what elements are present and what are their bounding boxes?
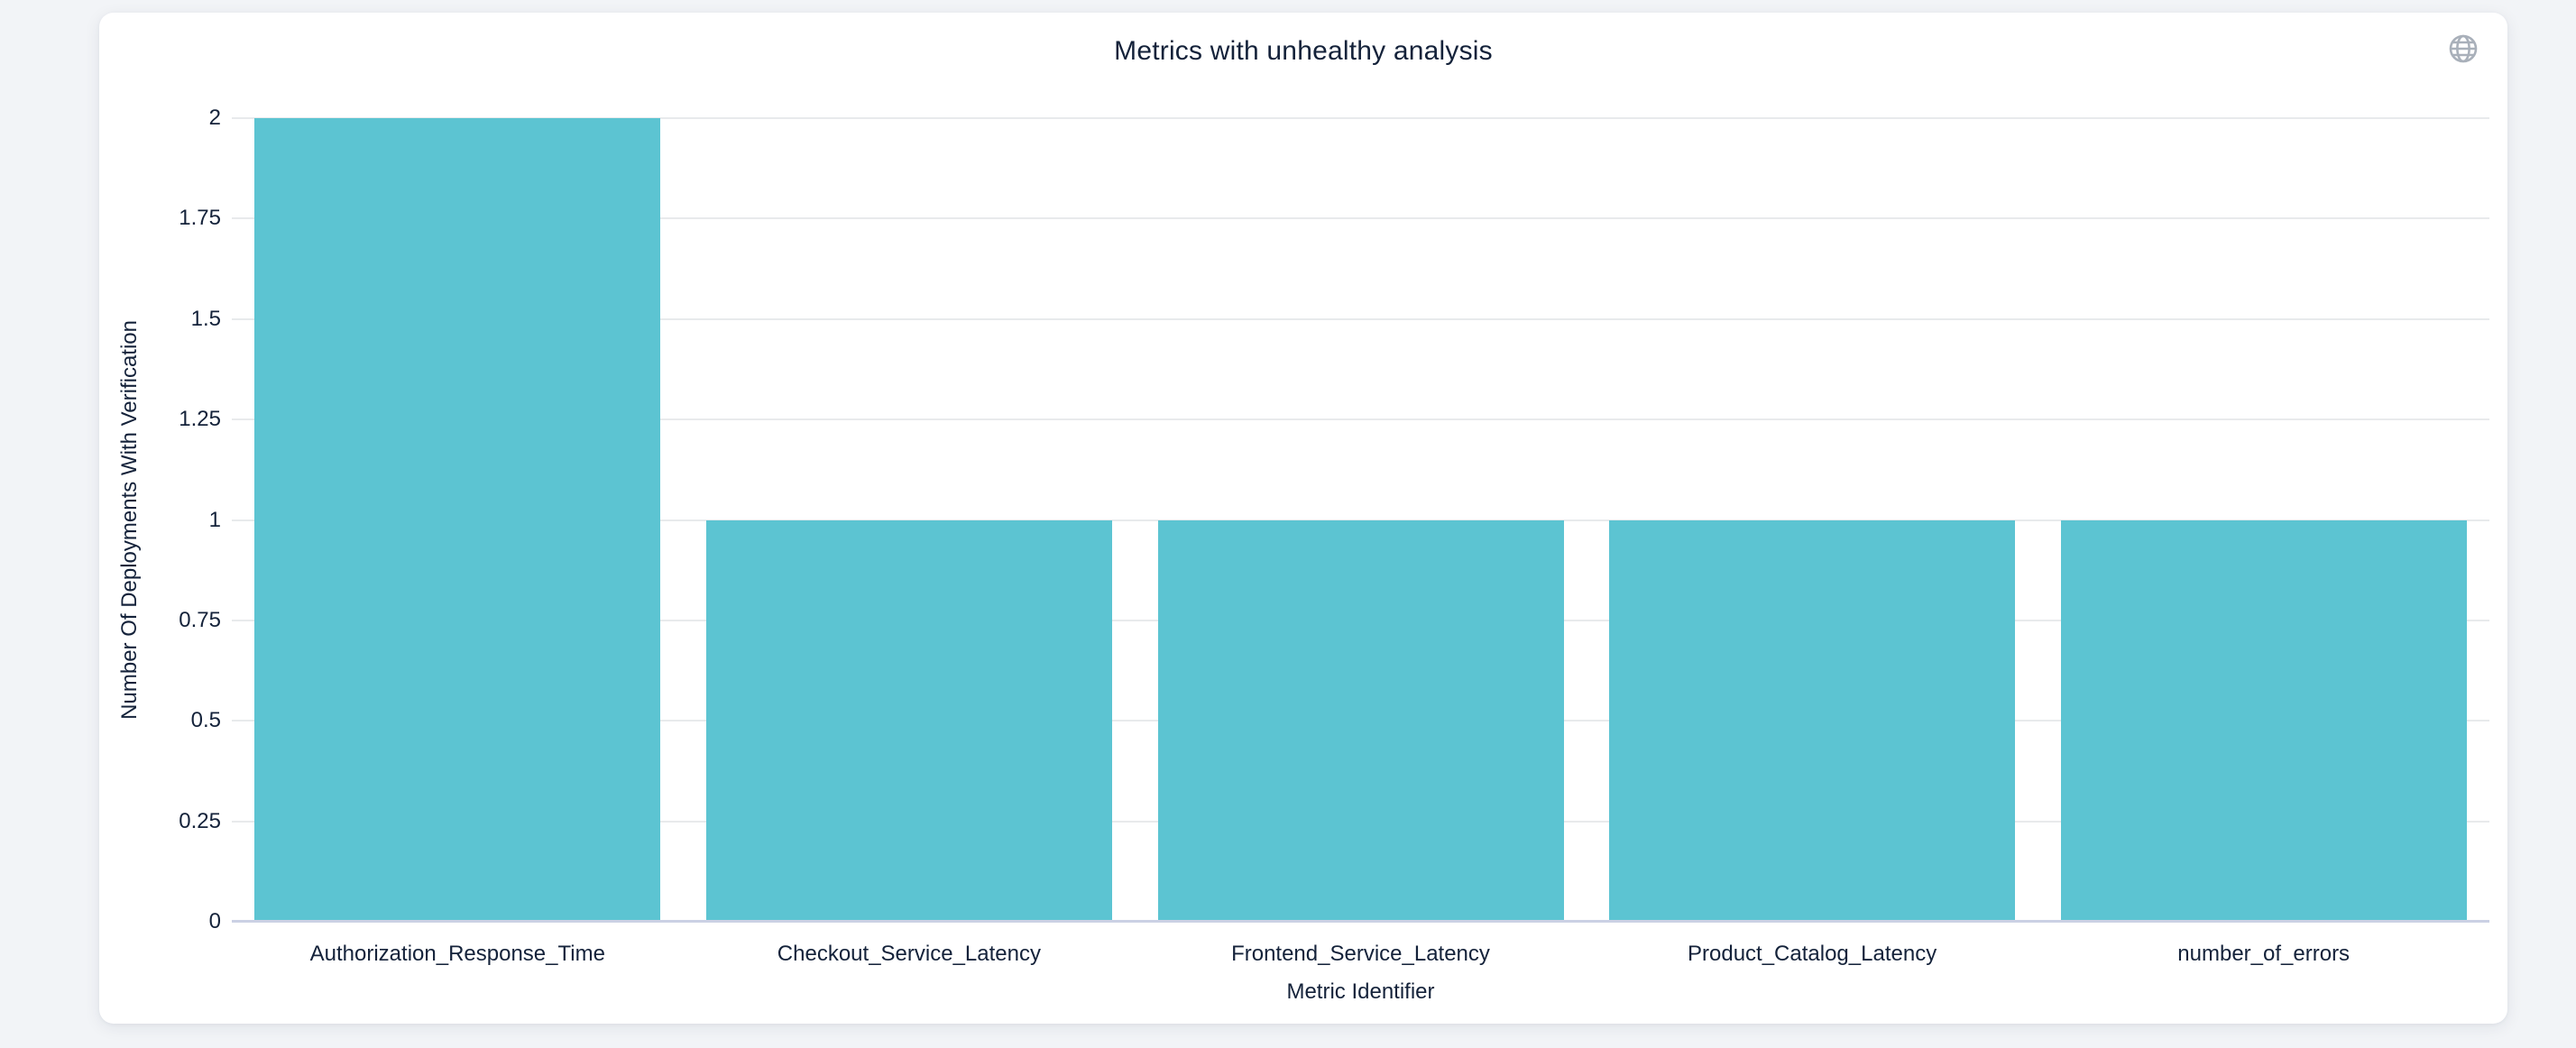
x-axis-line bbox=[232, 920, 2489, 923]
x-tick-label-Product_Catalog_Latency: Product_Catalog_Latency bbox=[1688, 942, 1937, 966]
y-tick-label-1.25: 1.25 bbox=[179, 407, 221, 432]
gridline-2 bbox=[232, 117, 2489, 119]
plot-area bbox=[232, 117, 2489, 923]
chart-title: Metrics with unhealthy analysis bbox=[1114, 36, 1493, 66]
y-tick-label-0.75: 0.75 bbox=[179, 607, 221, 632]
y-tick-label-1.5: 1.5 bbox=[190, 306, 221, 331]
bar-Frontend_Service_Latency[interactable] bbox=[1157, 519, 1564, 922]
x-tick-label-Authorization_Response_Time: Authorization_Response_Time bbox=[309, 942, 605, 966]
y-tick-label-1.75: 1.75 bbox=[179, 206, 221, 231]
globe-icon-svg bbox=[2449, 34, 2478, 63]
y-tick-label-1: 1 bbox=[208, 507, 221, 532]
bar-Checkout_Service_Latency[interactable] bbox=[705, 519, 1112, 922]
bar-Authorization_Response_Time[interactable] bbox=[254, 118, 661, 922]
y-tick-label-0.25: 0.25 bbox=[179, 808, 221, 833]
x-tick-label-Frontend_Service_Latency: Frontend_Service_Latency bbox=[1231, 942, 1490, 966]
x-tick-label-Checkout_Service_Latency: Checkout_Service_Latency bbox=[777, 942, 1041, 966]
x-tick-label-number_of_errors: number_of_errors bbox=[2177, 942, 2351, 966]
x-axis-title: Metric Identifier bbox=[1286, 979, 1435, 1004]
gridline-1.75 bbox=[232, 217, 2489, 220]
y-tick-label-2: 2 bbox=[208, 106, 221, 130]
gridline-1.5 bbox=[232, 317, 2489, 320]
bar-number_of_errors[interactable] bbox=[2060, 519, 2467, 922]
y-tick-label-0.5: 0.5 bbox=[190, 708, 221, 733]
bar-Product_Catalog_Latency[interactable] bbox=[1609, 519, 2016, 922]
globe-icon[interactable] bbox=[2447, 32, 2479, 65]
chart-card: Metrics with unhealthy analysis Number O… bbox=[99, 13, 2507, 1024]
y-tick-label-0: 0 bbox=[208, 909, 221, 933]
x-axis-category-labels: Authorization_Response_Time Checkout_Serv… bbox=[232, 942, 2489, 972]
gridline-1.25 bbox=[232, 418, 2489, 421]
